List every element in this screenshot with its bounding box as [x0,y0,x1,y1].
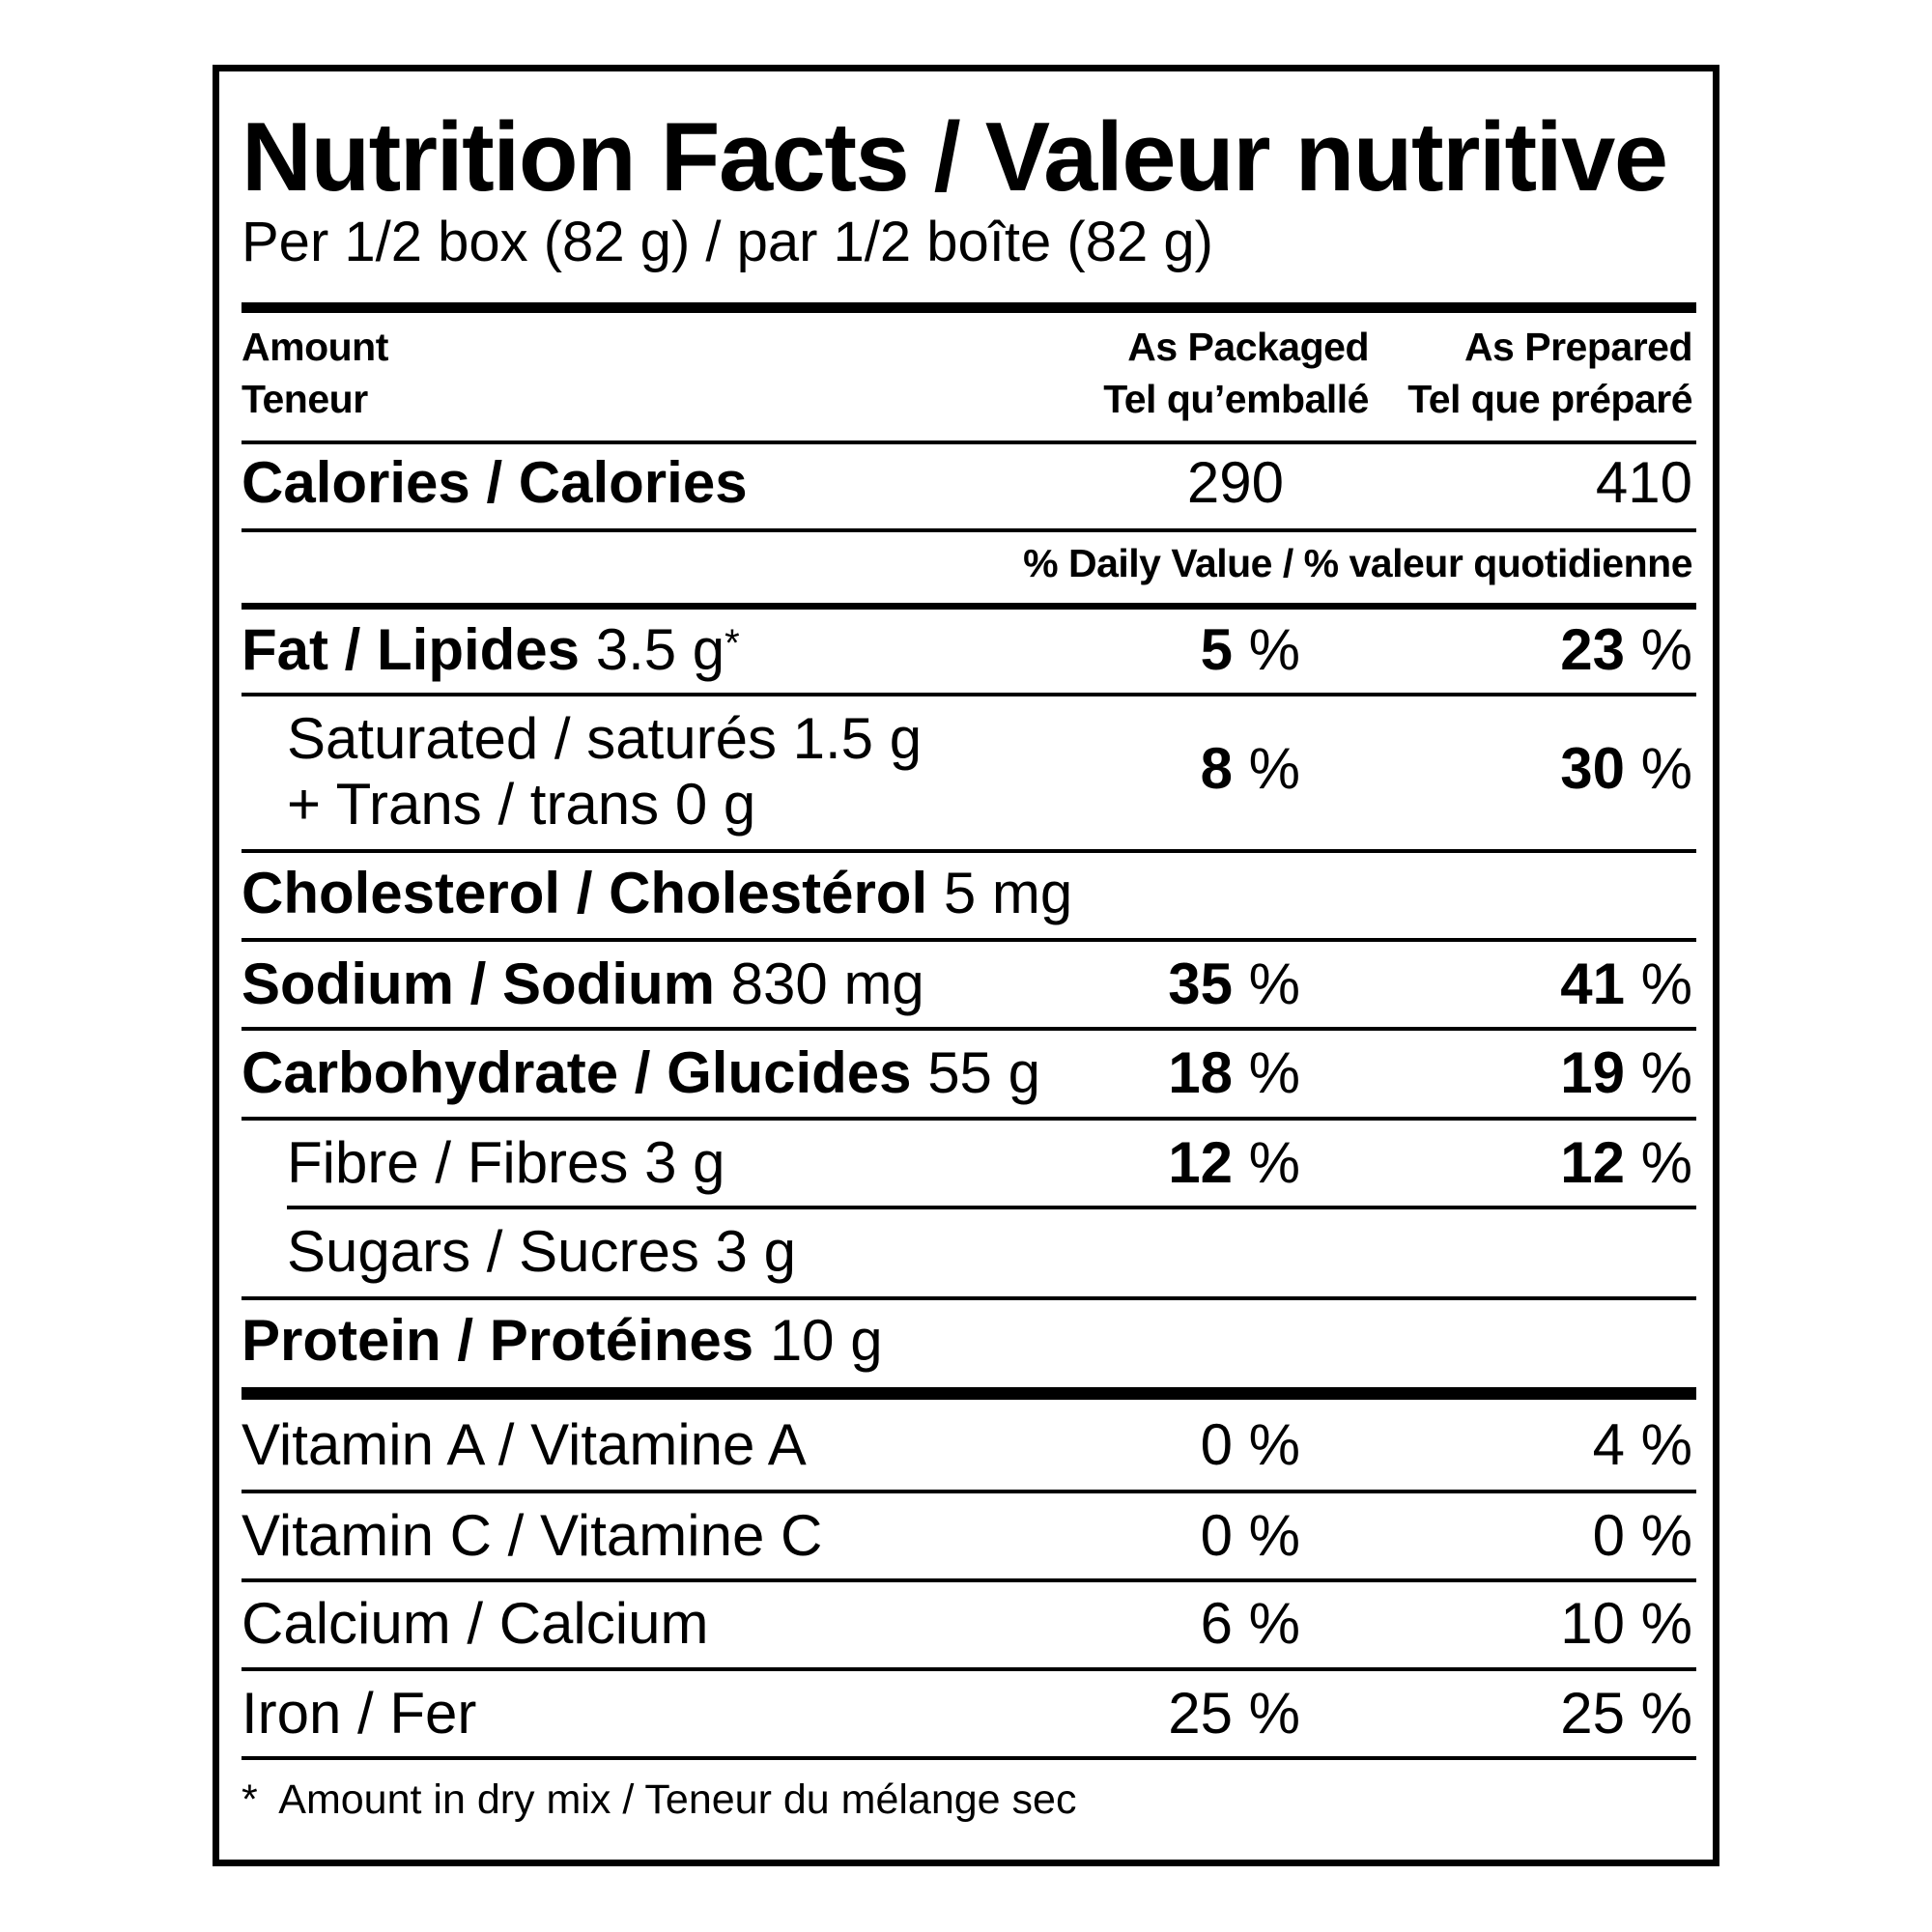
sodium-row: Sodium / Sodium 830 mg [242,952,924,1016]
vitamin-a-label: Vitamin A / Vitamine A [242,1412,807,1477]
calcium-packaged-dv: 6 % [1200,1591,1300,1656]
saturated-packaged-dv: 8 % [1200,736,1300,801]
footnote-text: Amount in dry mix / Teneur du mélange se… [278,1776,1077,1823]
vitamin-c-prepared-dv: 0 % [1592,1503,1692,1568]
divider [242,938,1696,942]
divider [242,849,1696,853]
divider-medium [242,603,1696,610]
vitamin-a-prepared-dv: 4 % [1592,1412,1692,1477]
divider [242,1578,1696,1582]
divider [242,1027,1696,1031]
header-prepared-en: As Prepared [1463,325,1693,369]
header-as-packaged: As Packaged Tel qu’emballé [982,321,1369,425]
divider [242,1756,1696,1760]
sodium-prepared-dv: 41 % [1560,952,1692,1016]
header-packaged-en: As Packaged [1127,325,1369,369]
fibre-packaged-dv: 12 % [1168,1130,1300,1195]
divider [287,1206,1696,1209]
calcium-prepared-dv: 10 % [1560,1591,1692,1656]
footnote: * Amount in dry mix / Teneur du mélange … [242,1774,1076,1826]
calories-packaged: 290 [1186,450,1284,515]
divider-thick [242,302,1696,313]
divider [242,693,1696,696]
fat-row: Fat / Lipides 3.5 g* [242,616,740,684]
header-amount-fr: Teneur [242,377,368,421]
carbohydrate-packaged-dv: 18 % [1168,1040,1300,1105]
calories-label: Calories / Calories [242,450,748,515]
saturated-prepared-dv: 30 % [1560,736,1692,801]
daily-value-heading: % Daily Value / % valeur quotidienne [1023,541,1692,585]
header-amount-en: Amount [242,325,388,369]
iron-packaged-dv: 25 % [1168,1681,1300,1746]
fat-amount: 3.5 g [595,617,725,682]
sodium-packaged-dv: 35 % [1168,952,1300,1016]
calcium-label: Calcium / Calcium [242,1591,709,1656]
divider [242,1667,1696,1671]
divider [242,1117,1696,1121]
divider [242,1296,1696,1300]
calories-prepared: 410 [1595,450,1692,515]
fat-prepared-dv: 23 % [1560,617,1692,682]
fat-packaged-dv: 5 % [1200,617,1300,682]
vitamin-c-label: Vitamin C / Vitamine C [242,1503,823,1568]
trans-label: + Trans / trans 0 g [287,772,756,837]
saturated-label: Saturated / saturés 1.5 g [287,706,923,771]
divider [242,1490,1696,1493]
iron-prepared-dv: 25 % [1560,1681,1692,1746]
carbohydrate-prepared-dv: 19 % [1560,1040,1692,1105]
fibre-label: Fibre / Fibres 3 g [287,1130,725,1195]
divider-thick [242,1387,1696,1400]
iron-label: Iron / Fer [242,1681,477,1746]
footnote-marker: * [242,1776,258,1823]
protein-row: Protein / Protéines 10 g [242,1308,883,1373]
fat-footnote-marker: * [724,622,740,665]
header-as-prepared: As Prepared Tel que préparé [1306,321,1692,425]
divider [242,528,1696,532]
serving-size: Per 1/2 box (82 g) / par 1/2 boîte (82 g… [242,211,1213,273]
label-title: Nutrition Facts / Valeur nutritive [242,103,1668,212]
vitamin-a-packaged-dv: 0 % [1200,1412,1300,1477]
carbohydrate-row: Carbohydrate / Glucides 55 g [242,1040,1040,1105]
sugars-label: Sugars / Sucres 3 g [287,1219,796,1284]
header-amount: Amount Teneur [242,321,388,425]
nutrition-facts-panel [213,65,1719,1866]
fat-label: Fat / Lipides [242,617,581,682]
vitamin-c-packaged-dv: 0 % [1200,1503,1300,1568]
cholesterol-row: Cholesterol / Cholestérol 5 mg [242,861,1073,925]
divider [242,440,1696,444]
header-packaged-fr: Tel qu’emballé [1103,377,1369,421]
header-prepared-fr: Tel que préparé [1407,377,1692,421]
fibre-prepared-dv: 12 % [1560,1130,1692,1195]
